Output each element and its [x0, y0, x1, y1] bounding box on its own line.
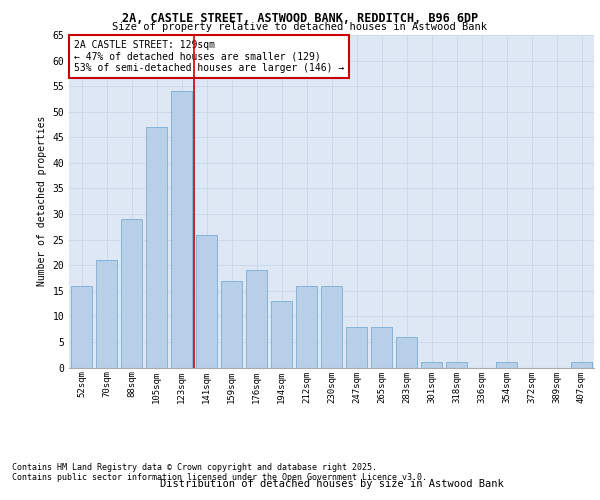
- Bar: [246, 270, 267, 368]
- Bar: [496, 362, 517, 368]
- Text: Contains HM Land Registry data © Crown copyright and database right 2025.: Contains HM Land Registry data © Crown c…: [12, 464, 377, 472]
- X-axis label: Distribution of detached houses by size in Astwood Bank: Distribution of detached houses by size …: [160, 479, 503, 489]
- Bar: [71, 286, 92, 368]
- Bar: [371, 326, 392, 368]
- Bar: [446, 362, 467, 368]
- Bar: [346, 326, 367, 368]
- Text: Size of property relative to detached houses in Astwood Bank: Size of property relative to detached ho…: [113, 22, 487, 32]
- Text: 2A, CASTLE STREET, ASTWOOD BANK, REDDITCH, B96 6DP: 2A, CASTLE STREET, ASTWOOD BANK, REDDITC…: [122, 12, 478, 26]
- Bar: [321, 286, 342, 368]
- Text: Contains public sector information licensed under the Open Government Licence v3: Contains public sector information licen…: [12, 474, 427, 482]
- Bar: [221, 280, 242, 368]
- Bar: [396, 337, 417, 368]
- Bar: [171, 92, 192, 368]
- Bar: [121, 219, 142, 368]
- Text: 2A CASTLE STREET: 129sqm
← 47% of detached houses are smaller (129)
53% of semi-: 2A CASTLE STREET: 129sqm ← 47% of detach…: [74, 40, 344, 73]
- Bar: [146, 127, 167, 368]
- Bar: [96, 260, 117, 368]
- Bar: [271, 301, 292, 368]
- Bar: [421, 362, 442, 368]
- Bar: [571, 362, 592, 368]
- Bar: [196, 234, 217, 368]
- Y-axis label: Number of detached properties: Number of detached properties: [37, 116, 47, 286]
- Bar: [296, 286, 317, 368]
